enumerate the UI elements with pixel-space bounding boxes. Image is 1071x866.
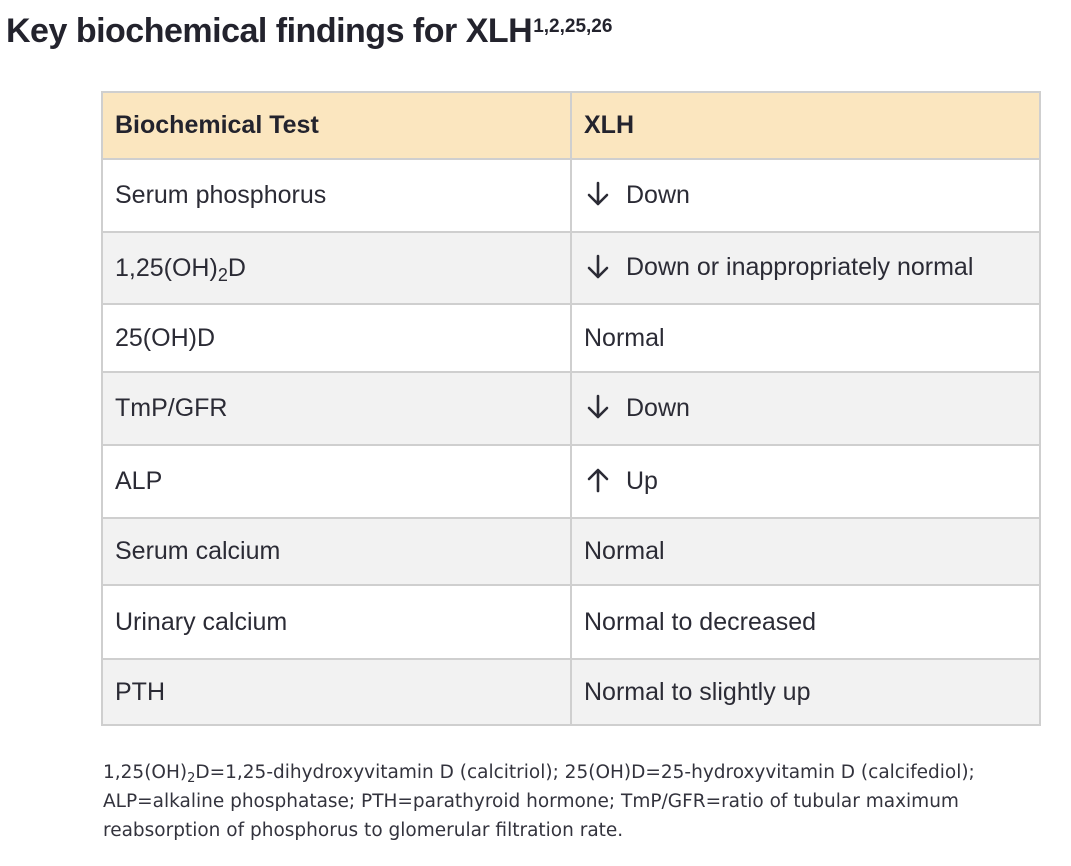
- result-cell: Normal: [570, 303, 1041, 373]
- footnote-subscript: 2: [187, 771, 196, 786]
- result-text: Down: [626, 180, 690, 209]
- biochemical-findings-table: Biochemical Test XLH Serum phosphorus Do…: [101, 91, 1041, 726]
- title-reference-superscript: 1,2,25,26: [533, 16, 613, 37]
- test-cell: Urinary calcium: [101, 584, 572, 660]
- test-text: 1,25(OH): [115, 253, 218, 282]
- arrow-down-icon: [584, 253, 612, 281]
- result-text: Up: [626, 466, 658, 495]
- table-row: 1,25(OH)2D Down or inappropriately norma…: [101, 231, 1041, 305]
- result-cell: Down: [570, 158, 1041, 233]
- test-cell: TmP/GFR: [101, 371, 572, 446]
- result-cell: Down or inappropriately normal: [570, 231, 1041, 305]
- table-row: 25(OH)D Normal: [101, 303, 1041, 373]
- test-cell: PTH: [101, 658, 572, 726]
- test-cell: ALP: [101, 444, 572, 519]
- table-row: ALP Up: [101, 444, 1041, 519]
- result-cell: Normal to decreased: [570, 584, 1041, 660]
- result-cell: Down: [570, 371, 1041, 446]
- result-cell: Normal to slightly up: [570, 658, 1041, 726]
- test-cell: Serum calcium: [101, 517, 572, 586]
- column-header-biochemical-test: Biochemical Test: [101, 91, 572, 160]
- result-text: Down or inappropriately normal: [626, 253, 974, 282]
- footnote-text: reabsorption of phosphorus to glomerular…: [103, 820, 624, 841]
- abbreviations-footnote: 1,25(OH)2D=1,25-dihydroxyvitamin D (calc…: [103, 758, 1043, 845]
- footnote-text: D=1,25-dihydroxyvitamin D (calcitriol); …: [195, 762, 975, 783]
- table-row: TmP/GFR Down: [101, 371, 1041, 446]
- test-cell: Serum phosphorus: [101, 158, 572, 233]
- result-cell: Normal: [570, 517, 1041, 586]
- table-row: Serum calcium Normal: [101, 517, 1041, 586]
- arrow-up-icon: [584, 466, 612, 494]
- table-row: Urinary calcium Normal to decreased: [101, 584, 1041, 660]
- test-cell: 25(OH)D: [101, 303, 572, 373]
- result-text: Down: [626, 393, 690, 422]
- column-header-xlh: XLH: [570, 91, 1041, 160]
- table-row: Serum phosphorus Down: [101, 158, 1041, 233]
- test-subscript: 2: [217, 264, 228, 285]
- result-cell: Up: [570, 444, 1041, 519]
- page-title-text: Key biochemical findings for XLH: [6, 12, 533, 50]
- arrow-down-icon: [584, 393, 612, 421]
- table-row: PTH Normal to slightly up: [101, 658, 1041, 726]
- table-header-row: Biochemical Test XLH: [101, 91, 1041, 160]
- test-text-suffix: D: [227, 253, 246, 282]
- footnote-text: ALP=alkaline phosphatase; PTH=parathyroi…: [103, 791, 959, 812]
- arrow-down-icon: [584, 180, 612, 208]
- page-title: Key biochemical findings for XLH1,2,25,2…: [6, 8, 612, 54]
- footnote-text: 1,25(OH): [103, 762, 188, 783]
- test-cell: 1,25(OH)2D: [101, 231, 572, 305]
